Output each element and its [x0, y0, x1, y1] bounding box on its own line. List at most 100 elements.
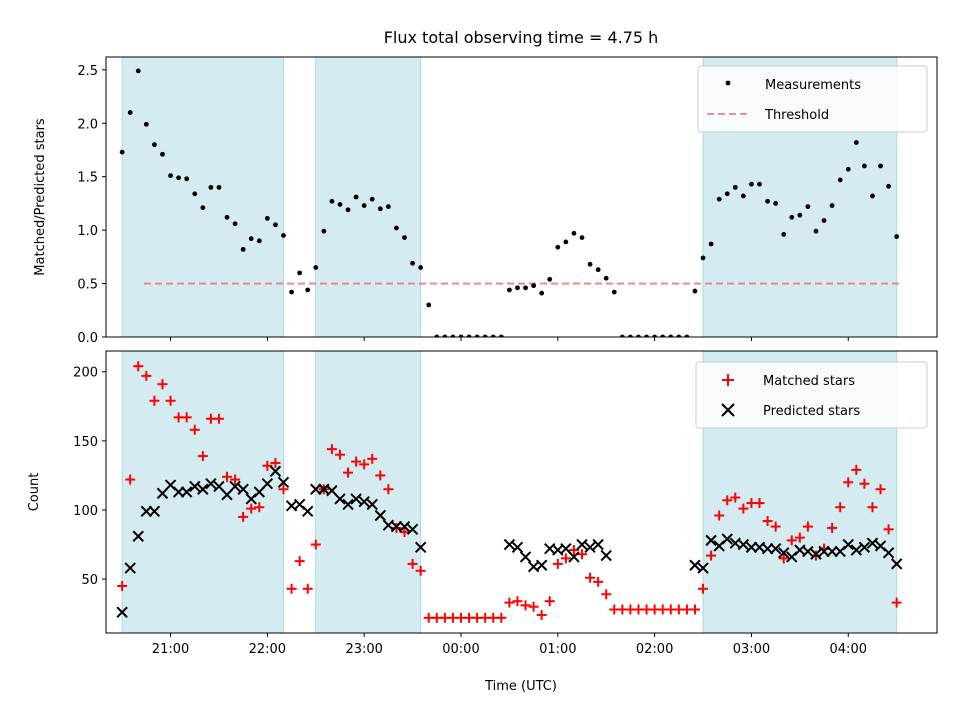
measurement-point: [402, 235, 407, 241]
measurement-point: [337, 202, 343, 207]
matched-star-point: [851, 464, 862, 475]
measurement-point: [781, 232, 787, 237]
predicted-star-point: [261, 477, 274, 490]
legend-measurements-marker: [725, 80, 731, 86]
measurement-point: [708, 241, 714, 247]
predicted-star-point: [358, 495, 370, 508]
matched-star-point: [343, 467, 354, 478]
matched-star-point: [117, 581, 128, 591]
predicted-star-point: [600, 549, 612, 562]
predicted-star-point: [301, 505, 314, 518]
matched-star-point: [383, 484, 394, 495]
measurement-point: [829, 203, 835, 208]
matched-star-point: [367, 453, 378, 464]
measurement-point: [119, 149, 125, 155]
measurement-point: [579, 235, 585, 241]
bottom-y-tick-label: 50: [81, 573, 98, 588]
measurement-point: [611, 289, 617, 295]
top-legend: Measurements Threshold: [697, 65, 928, 133]
x-tick-label: 02:00: [636, 642, 673, 657]
predicted-star-point: [180, 486, 193, 498]
legend-predicted-label: Predicted stars: [763, 404, 860, 419]
measurement-point: [878, 163, 883, 169]
matched-star-point: [286, 583, 297, 594]
matched-star-point: [334, 449, 345, 460]
x-tick-label: 22:00: [249, 642, 286, 657]
measurement-point: [845, 166, 851, 172]
bottom-series-1: [117, 361, 902, 623]
measurement-point: [853, 140, 859, 145]
measurement-point: [466, 334, 472, 337]
predicted-star-point: [737, 538, 750, 551]
matched-star-point: [786, 535, 797, 546]
top-y-tick-label: 0.5: [77, 278, 98, 293]
bottom-series-2: [116, 465, 903, 618]
measurement-point: [571, 230, 577, 236]
matched-star-point: [689, 604, 700, 615]
top-shaded-interval-1: [121, 56, 284, 338]
matched-star-point: [520, 600, 531, 611]
matched-star-point: [512, 596, 523, 607]
matched-star-point: [181, 412, 192, 423]
measurement-point: [321, 228, 327, 234]
predicted-star-point: [406, 523, 419, 536]
predicted-star-point: [769, 542, 782, 555]
matched-star-point: [189, 424, 200, 435]
top-shaded-interval-2: [315, 56, 422, 338]
measurement-point: [152, 142, 157, 148]
measurement-point: [289, 289, 294, 295]
measurement-point: [870, 193, 875, 199]
predicted-star-point: [592, 538, 604, 551]
matched-star-point: [125, 474, 136, 485]
predicted-star-point: [721, 533, 733, 545]
predicted-star-point: [229, 480, 241, 493]
predicted-star-point: [535, 559, 548, 571]
legend-matched-label: Matched stars: [763, 374, 855, 389]
matched-star-point: [165, 395, 176, 406]
measurement-point: [765, 198, 770, 204]
measurement-point: [805, 204, 811, 210]
bottom-plot-frame: [105, 350, 938, 634]
measurement-point: [329, 198, 335, 204]
predicted-star-point: [778, 547, 790, 559]
measurement-point: [240, 246, 246, 252]
measurement-point: [474, 334, 480, 337]
bottom-legend-box: [695, 361, 928, 429]
measurement-point: [434, 334, 440, 337]
predicted-star-point: [850, 544, 863, 556]
matched-star-point: [585, 572, 596, 583]
measurement-point: [192, 191, 198, 197]
predicted-star-point: [350, 493, 362, 505]
predicted-star-point: [205, 477, 217, 490]
predicted-star-point: [148, 505, 161, 518]
measurement-point: [450, 334, 456, 337]
predicted-star-point: [882, 547, 895, 559]
top-legend-box: [697, 65, 928, 133]
matched-star-point: [536, 610, 547, 621]
matched-star-point: [601, 589, 612, 600]
predicted-star-point: [503, 538, 516, 551]
measurement-point: [789, 214, 795, 220]
measurement-point: [385, 204, 391, 210]
matched-star-point: [827, 522, 838, 533]
matched-star-point: [270, 457, 281, 468]
predicted-star-point: [189, 480, 201, 493]
measurement-point: [587, 261, 593, 267]
matched-star-point: [415, 565, 426, 576]
matched-star-point: [141, 370, 152, 381]
x-tick-label: 03:00: [733, 642, 770, 657]
measurement-point: [636, 334, 641, 337]
matched-star-point: [310, 539, 321, 550]
bottom-shaded-interval-1: [121, 350, 284, 634]
matched-star-point: [883, 524, 894, 535]
x-tick-label: 21:00: [152, 642, 189, 657]
measurement-point: [200, 205, 206, 211]
predicted-star-point: [584, 541, 596, 554]
measurement-point: [539, 290, 545, 296]
matched-star-point: [399, 527, 410, 538]
matched-star-point: [213, 413, 224, 424]
measurement-point: [353, 194, 359, 200]
predicted-star-point: [237, 483, 249, 495]
predicted-star-point: [576, 538, 588, 551]
